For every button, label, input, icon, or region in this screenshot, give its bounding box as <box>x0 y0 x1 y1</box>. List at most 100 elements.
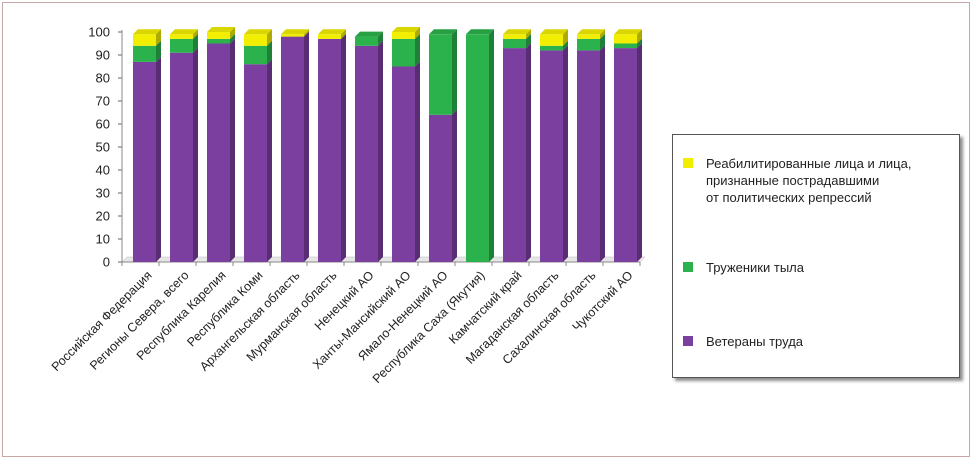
bar-side-series-0-cat-11 <box>563 45 568 263</box>
bar-side-series-1-cat-11 <box>563 40 568 51</box>
bar-side-series-0-cat-8 <box>452 109 457 262</box>
bar-top-cat-0 <box>133 29 161 35</box>
y-tick-label: 30 <box>96 186 110 201</box>
legend-item-labor-veterans: Ветераны труда <box>683 333 803 350</box>
bar-segment-series-2-cat-1 <box>170 34 193 39</box>
bar-segment-series-2-cat-11 <box>540 34 563 46</box>
y-tick-label: 100 <box>88 25 110 40</box>
bar-segment-series-0-cat-11 <box>540 50 563 263</box>
bar-side-series-1-cat-3 <box>267 40 272 65</box>
bars <box>133 27 642 263</box>
bar-side-series-2-cat-4 <box>304 29 309 37</box>
bar-top-cat-7 <box>392 27 420 32</box>
bar-side-series-2-cat-11 <box>563 29 568 46</box>
bar-group-4 <box>281 29 309 262</box>
bar-side-series-0-cat-12 <box>600 45 605 263</box>
bar-side-series-0-cat-7 <box>415 61 420 262</box>
bar-segment-series-2-cat-13 <box>614 34 637 44</box>
legend-item-home-front-workers: Труженики тыла <box>683 259 804 276</box>
bar-segment-series-2-cat-12 <box>577 34 600 39</box>
bar-side-series-1-cat-7 <box>415 33 420 67</box>
bar-side-series-0-cat-4 <box>304 31 309 262</box>
y-tick-label: 20 <box>96 209 110 224</box>
y-tick-label: 50 <box>96 140 110 155</box>
bar-top-cat-3 <box>244 29 272 35</box>
bar-segment-series-0-cat-7 <box>392 66 415 262</box>
bar-segment-series-1-cat-10 <box>503 38 526 49</box>
y-tick-label: 80 <box>96 71 110 86</box>
y-tick-label: 40 <box>96 163 110 178</box>
bar-top-cat-13 <box>614 29 642 35</box>
bar-side-series-2-cat-5 <box>341 29 346 39</box>
bar-side-series-2-cat-12 <box>600 29 605 39</box>
y-tick-label: 90 <box>96 48 110 63</box>
bar-side-series-1-cat-12 <box>600 33 605 51</box>
legend-item-rehabilitated: Реабилитированные лица и лица, признанны… <box>683 155 911 206</box>
bar-side-series-1-cat-8 <box>452 29 457 115</box>
bar-group-6 <box>355 31 383 262</box>
bar-segment-series-1-cat-8 <box>429 34 452 115</box>
legend-label-home-front-workers: Труженики тыла <box>706 260 804 275</box>
bar-side-series-2-cat-13 <box>637 29 642 44</box>
y-tick-label: 10 <box>96 232 110 247</box>
bar-side-series-0-cat-5 <box>341 33 346 263</box>
bar-side-series-1-cat-6 <box>378 31 383 46</box>
bar-side-series-0-cat-6 <box>378 40 383 262</box>
bar-top-cat-4 <box>281 29 309 35</box>
bar-segment-series-2-cat-4 <box>281 34 304 37</box>
bar-segment-series-0-cat-6 <box>355 45 378 262</box>
bar-side-series-1-cat-10 <box>526 33 531 49</box>
bar-segment-series-1-cat-7 <box>392 38 415 67</box>
bar-segment-series-0-cat-2 <box>207 43 230 262</box>
bar-top-cat-8 <box>429 29 457 35</box>
bar-side-series-0-cat-10 <box>526 43 531 262</box>
bar-group-5 <box>318 29 346 263</box>
bar-top-cat-5 <box>318 29 346 35</box>
bar-group-8 <box>429 29 457 262</box>
bar-segment-series-0-cat-0 <box>133 61 156 263</box>
y-tick-labels: 0 10 20 30 40 50 60 70 80 90 100 <box>88 25 110 270</box>
bar-segment-series-2-cat-0 <box>133 34 156 46</box>
bar-side-series-2-cat-0 <box>156 29 161 46</box>
bar-segment-series-0-cat-12 <box>577 50 600 263</box>
bar-segment-series-1-cat-3 <box>244 45 267 65</box>
bar-side-series-0-cat-13 <box>637 43 642 262</box>
bar-segment-series-1-cat-6 <box>355 36 378 46</box>
bar-top-cat-6 <box>355 31 383 37</box>
bar-group-11 <box>540 29 568 263</box>
bar-side-series-1-cat-0 <box>156 40 161 62</box>
bar-side-series-1-cat-13 <box>637 38 642 49</box>
bar-side-series-0-cat-0 <box>156 56 161 263</box>
bar-segment-series-1-cat-12 <box>577 38 600 51</box>
bar-group-10 <box>503 29 531 262</box>
bar-side-series-0-cat-2 <box>230 38 235 262</box>
bar-group-12 <box>577 29 605 263</box>
bar-segment-series-0-cat-10 <box>503 48 526 262</box>
bar-segment-series-1-cat-9 <box>466 34 489 262</box>
bar-side-series-2-cat-3 <box>267 29 272 46</box>
bar-top-cat-10 <box>503 29 531 35</box>
bar-group-1 <box>170 29 198 263</box>
bar-segment-series-2-cat-2 <box>207 32 230 39</box>
y-tick-label: 70 <box>96 94 110 109</box>
bar-segment-series-1-cat-13 <box>614 43 637 49</box>
bar-top-cat-9 <box>466 29 494 35</box>
bar-segment-series-0-cat-13 <box>614 48 637 262</box>
bar-group-3 <box>244 29 272 263</box>
bar-segment-series-2-cat-5 <box>318 34 341 39</box>
bar-side-series-1-cat-9 <box>489 29 494 262</box>
legend-label-rehabilitated: Реабилитированные лица и лица, признанны… <box>706 156 912 205</box>
bar-group-2 <box>207 27 235 262</box>
bar-side-series-1-cat-1 <box>193 33 198 53</box>
bar-top-cat-11 <box>540 29 568 35</box>
legend-swatch-labor-veterans <box>683 336 693 346</box>
bar-segment-series-0-cat-4 <box>281 36 304 262</box>
y-tick-label: 60 <box>96 117 110 132</box>
bar-group-0 <box>133 29 161 263</box>
legend-label-labor-veterans: Ветераны труда <box>706 334 804 349</box>
y-tick-label: 0 <box>103 255 110 270</box>
legend-swatch-rehabilitated <box>683 158 693 168</box>
bar-side-series-1-cat-2 <box>230 33 235 44</box>
bar-segment-series-2-cat-3 <box>244 34 267 46</box>
